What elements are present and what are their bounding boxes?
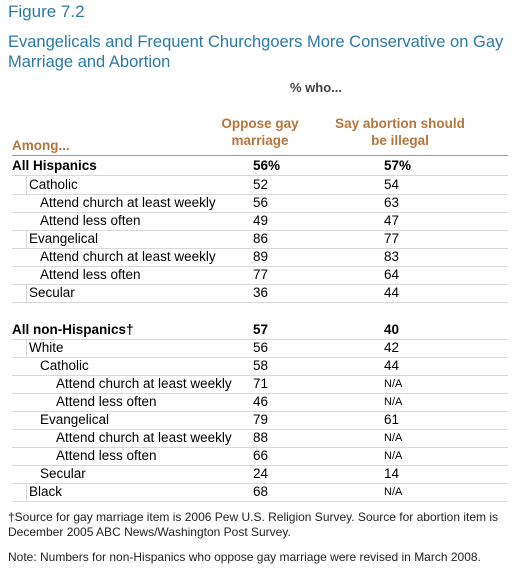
title: Evangelicals and Frequent Churchgoers Mo… (8, 33, 504, 71)
cell-value: 77 (384, 231, 400, 246)
column-header: Say abortion should be illegal (335, 116, 465, 148)
cell-value: 61 (384, 412, 400, 427)
table-row: Attend less often 77 64 (12, 266, 508, 285)
cell-value: 44 (384, 285, 400, 300)
cell-value: 56% (253, 158, 281, 173)
table-row: All non-Hispanics† 57 40 (12, 321, 508, 340)
table-row: Evangelical 86 77 (12, 230, 508, 249)
cell-value: N/A (384, 450, 403, 462)
cell-value: 52 (253, 177, 269, 192)
row-label: Attend church at least weekly (56, 376, 232, 391)
row-label: Attend church at least weekly (40, 249, 216, 264)
cell-value: N/A (384, 432, 403, 444)
cell-value: 89 (253, 249, 269, 264)
cell-value: 57 (253, 322, 269, 337)
header-rule (12, 155, 508, 156)
cell-value: 42 (384, 340, 400, 355)
cell-value: N/A (384, 378, 403, 390)
table-row: Attend church at least weekly 56 63 (12, 194, 508, 213)
cell-value: 71 (253, 376, 269, 391)
cell-value: N/A (384, 486, 403, 498)
cell-value: 68 (253, 484, 269, 499)
table-row: Evangelical 79 61 (12, 411, 508, 430)
cell-value: 86 (253, 231, 269, 246)
cell-value: 40 (384, 322, 400, 337)
row-label: Attend church at least weekly (56, 430, 232, 445)
footnote: †Source for gay marriage item is 2006 Pe… (8, 510, 498, 539)
cell-value: 44 (384, 358, 400, 373)
cell-value: 88 (253, 430, 269, 445)
cell-value: 57% (384, 158, 412, 173)
row-label: Secular (26, 284, 75, 302)
row-label: Catholic (26, 176, 78, 194)
row-label: Attend less often (56, 448, 157, 463)
cell-value: 47 (384, 213, 400, 228)
cell-value: N/A (384, 396, 403, 408)
table-row: Attend church at least weekly 71 N/A (12, 375, 508, 394)
cell-value: 83 (384, 249, 400, 264)
cell-value: 14 (384, 466, 400, 481)
figure-label: Figure 7.2 (8, 2, 85, 21)
row-label: Catholic (40, 358, 89, 373)
row-label: All Hispanics (12, 158, 97, 173)
row-label: Attend less often (40, 267, 141, 282)
table-row: Attend less often 66 N/A (12, 447, 508, 466)
row-label: Attend less often (40, 213, 141, 228)
cell-value: 66 (253, 448, 269, 463)
row-label: Black (26, 483, 62, 501)
table-row: Secular 36 44 (12, 284, 508, 303)
row-label: White (26, 339, 64, 357)
table-row: White 56 42 (12, 339, 508, 358)
subheader: % who... (290, 80, 342, 95)
table-row: Attend less often 46 N/A (12, 393, 508, 412)
cell-value: 54 (384, 177, 400, 192)
row-label: Attend less often (56, 394, 157, 409)
row-label: Secular (40, 466, 86, 481)
cell-value: 24 (253, 466, 269, 481)
table-row: Attend church at least weekly 88 N/A (12, 429, 508, 448)
table-row: Catholic 58 44 (12, 357, 508, 376)
row-label: Evangelical (26, 230, 98, 248)
table-row: Secular 24 14 (12, 465, 508, 484)
cell-value: 46 (253, 394, 269, 409)
column-header: Among... (12, 138, 70, 153)
cell-value: 79 (253, 412, 269, 427)
cell-value: 49 (253, 213, 269, 228)
cell-value: 36 (253, 285, 269, 300)
cell-value: 64 (384, 267, 400, 282)
cell-value: 56 (253, 340, 269, 355)
cell-value: 77 (253, 267, 269, 282)
row-label: All non-Hispanics† (12, 322, 134, 337)
table-row: Attend less often 49 47 (12, 212, 508, 231)
table-row: Attend church at least weekly 89 83 (12, 248, 508, 267)
table-row: Catholic 52 54 (12, 176, 508, 195)
note: Note: Numbers for non-Hispanics who oppo… (8, 550, 481, 564)
row-label: Evangelical (40, 412, 110, 427)
cell-value: 63 (384, 195, 400, 210)
table-row: All Hispanics 56% 57% (12, 157, 508, 176)
table-row: Black 68 N/A (12, 483, 508, 502)
row-label: Attend church at least weekly (40, 195, 216, 210)
cell-value: 56 (253, 195, 269, 210)
cell-value: 58 (253, 358, 269, 373)
column-header: Oppose gay marriage (221, 116, 299, 148)
